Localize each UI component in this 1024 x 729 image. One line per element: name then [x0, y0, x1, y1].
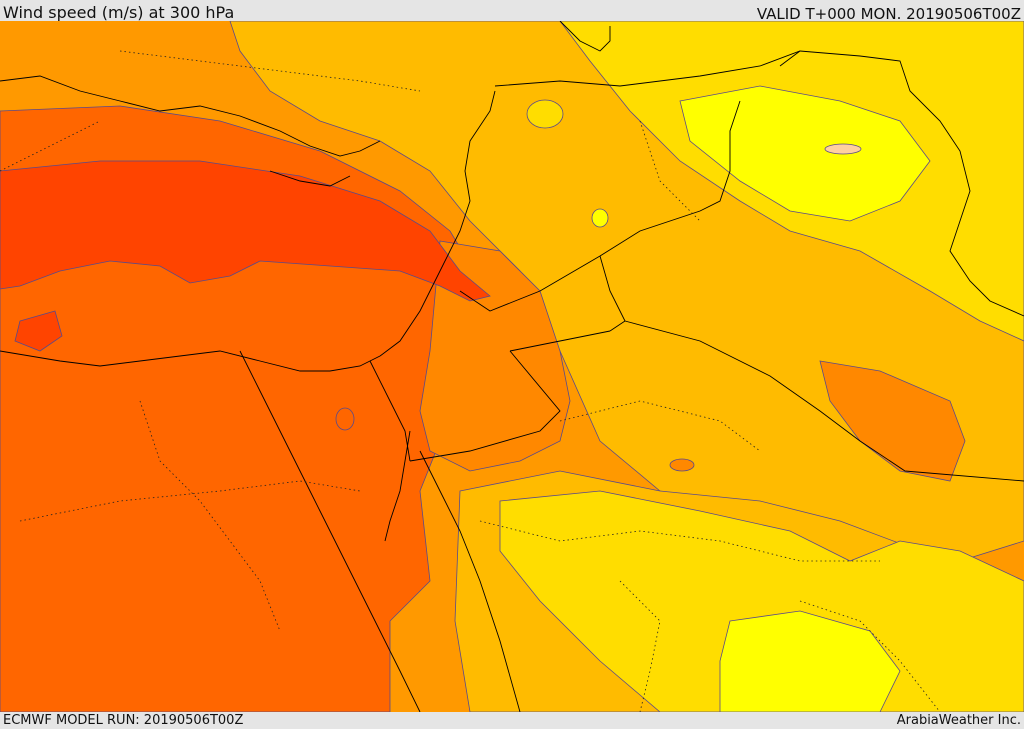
- model-run-label: ECMWF MODEL RUN: 20190506T00Z: [3, 713, 244, 728]
- wind-band-5-east: [819, 360, 966, 482]
- wind-band-7-jet: [0, 160, 491, 302]
- wind-spot-1: [335, 407, 355, 431]
- map-title: Wind speed (m/s) at 300 hPa: [3, 3, 235, 22]
- credit-label: ArabiaWeather Inc.: [896, 713, 1021, 728]
- country-borders: [369, 50, 1024, 482]
- wind-band-5-corridor: [419, 240, 571, 472]
- wind-spot-3: [591, 208, 609, 228]
- wind-band-1-south: [719, 610, 901, 712]
- wind-spot-2: [669, 458, 695, 472]
- wind-spot-4: [824, 143, 862, 155]
- wind-speed-map[interactable]: [0, 21, 1024, 712]
- header-bar: Wind speed (m/s) at 300 hPa VALID T+000 …: [0, 0, 1024, 23]
- admin-boundaries: [0, 50, 941, 712]
- wind-band-2-south: [499, 490, 1024, 712]
- wind-band-1-north: [679, 85, 931, 222]
- wind-spot-5: [526, 99, 564, 129]
- wind-band-7-blob: [14, 310, 63, 352]
- map-canvas: [0, 21, 1024, 712]
- valid-time: VALID T+000 MON. 20190506T00Z: [756, 5, 1021, 23]
- footer-bar: ECMWF MODEL RUN: 20190506T00Z ArabiaWeat…: [0, 712, 1024, 729]
